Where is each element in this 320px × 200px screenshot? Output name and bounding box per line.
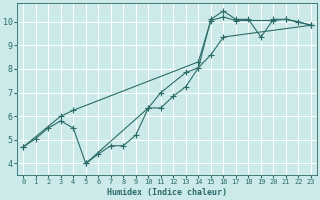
- X-axis label: Humidex (Indice chaleur): Humidex (Indice chaleur): [107, 188, 227, 197]
